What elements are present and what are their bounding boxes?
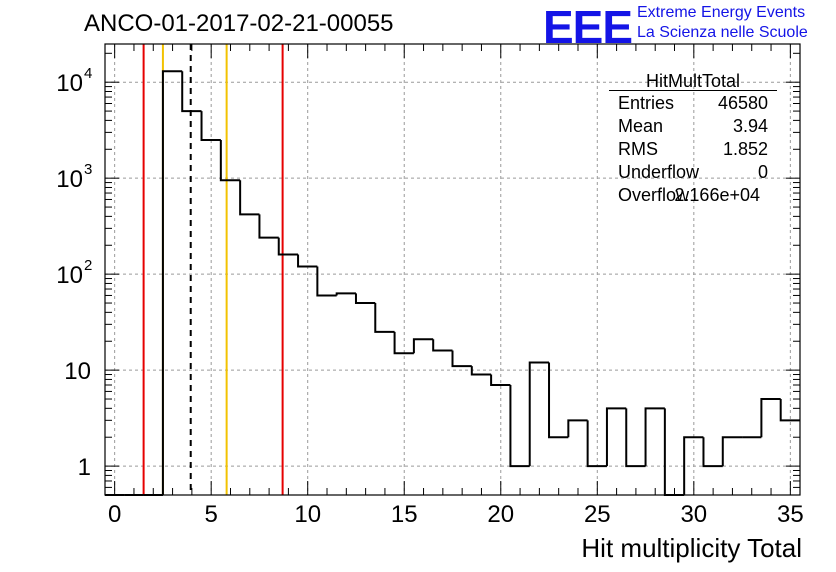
histogram-bin (258, 214, 279, 239)
plot-frame (104, 43, 801, 496)
stats-row-rms: RMS 1.852 (618, 139, 768, 161)
stats-value: 1.852 (722, 139, 768, 159)
x-tick-label: 0 (108, 501, 121, 528)
histogram-bin (548, 362, 569, 439)
histogram-bin (451, 350, 472, 368)
histogram-bin (528, 361, 550, 467)
histogram-bin (509, 384, 530, 468)
stats-divider (609, 90, 777, 91)
y-tick-label-base: 10 (56, 166, 83, 193)
y-tick-label-base: 10 (56, 70, 83, 97)
histogram-bin (200, 111, 221, 141)
x-tick-label: 25 (584, 501, 611, 528)
x-tick-label: 10 (294, 501, 321, 528)
stats-title: HitMultTotal (645, 71, 741, 91)
logo-line-2: La Scienza nelle Scuole (637, 24, 808, 41)
stats-key: Mean (618, 116, 664, 136)
y-tick-label: 10 2 (56, 257, 92, 289)
logo-line-1: Extreme Energy Events (637, 4, 806, 21)
stats-row-underflow: Underflow 0 (618, 162, 768, 184)
histogram-bin (354, 293, 376, 305)
stats-key: Overflow (618, 185, 690, 205)
histogram-bin (490, 374, 511, 386)
stats-value: 2.166e+04 (674, 185, 760, 205)
histogram-bin (760, 398, 781, 438)
histogram-bin (432, 339, 453, 352)
histogram-bin (605, 407, 627, 467)
x-tick-label: 15 (391, 501, 418, 528)
histogram-bin (219, 139, 241, 182)
plot-title: ANCO-01-2017-02-21-00055 (84, 10, 394, 37)
stats-row-mean: Mean 3.94 (618, 116, 768, 138)
x-tick-label: 35 (777, 501, 804, 528)
histogram-layer (105, 70, 800, 496)
histogram-bin (277, 237, 299, 256)
y-tick-label-base: 10 (64, 358, 91, 385)
histogram-bin (721, 436, 743, 467)
x-tick-label: 20 (487, 501, 514, 528)
stats-key: Entries (618, 93, 675, 113)
histogram-bin (586, 420, 607, 468)
x-tick-label: 30 (680, 501, 707, 528)
histogram-bin (412, 338, 434, 354)
histogram-bin (374, 303, 395, 333)
histogram-bin (297, 254, 318, 268)
histogram-bin (625, 408, 646, 468)
y-tick-label-exponent: 3 (84, 161, 92, 178)
x-axis-label: Hit multiplicity Total (581, 533, 802, 563)
y-tick-label-base: 1 (78, 454, 91, 481)
histogram-bin (239, 180, 260, 216)
stats-value: 3.94 (732, 116, 768, 136)
y-tick-label-exponent: 4 (84, 65, 92, 82)
y-tick-label: 10 4 (56, 65, 92, 97)
vertical-lines-layer (142, 44, 284, 495)
stats-key: Underflow (618, 162, 700, 182)
histogram-bin (567, 419, 588, 438)
y-tick-label: 10 (64, 358, 91, 385)
stats-row-overflow: Overflow 2.166e+04 (618, 185, 768, 207)
histogram-bin (683, 436, 704, 495)
stats-value: 0 (757, 162, 768, 182)
histogram-bin (644, 407, 665, 467)
histogram-bin (393, 331, 414, 355)
eee-logo-mark: EEE (543, 1, 633, 53)
stats-row-entries: Entries 46580 (618, 93, 768, 115)
y-tick-label: 1 (78, 454, 91, 481)
y-tick-label: 10 3 (56, 161, 92, 193)
x-tick-label: 5 (205, 501, 218, 528)
histogram-bin (181, 71, 202, 113)
histogram-bin (335, 292, 356, 296)
stats-value: 46580 (717, 93, 768, 113)
y-tick-label-base: 10 (56, 262, 83, 289)
histogram-bin (161, 70, 183, 495)
y-tick-label-exponent: 2 (84, 257, 92, 274)
stats-box: HitMultTotal Entries 46580 Mean 3.94 RMS… (609, 69, 777, 205)
histogram-bin (470, 366, 492, 376)
stats-key: RMS (618, 139, 658, 159)
histogram-bin (316, 266, 337, 297)
histogram-bin (663, 408, 685, 496)
histogram-bin (702, 437, 723, 468)
